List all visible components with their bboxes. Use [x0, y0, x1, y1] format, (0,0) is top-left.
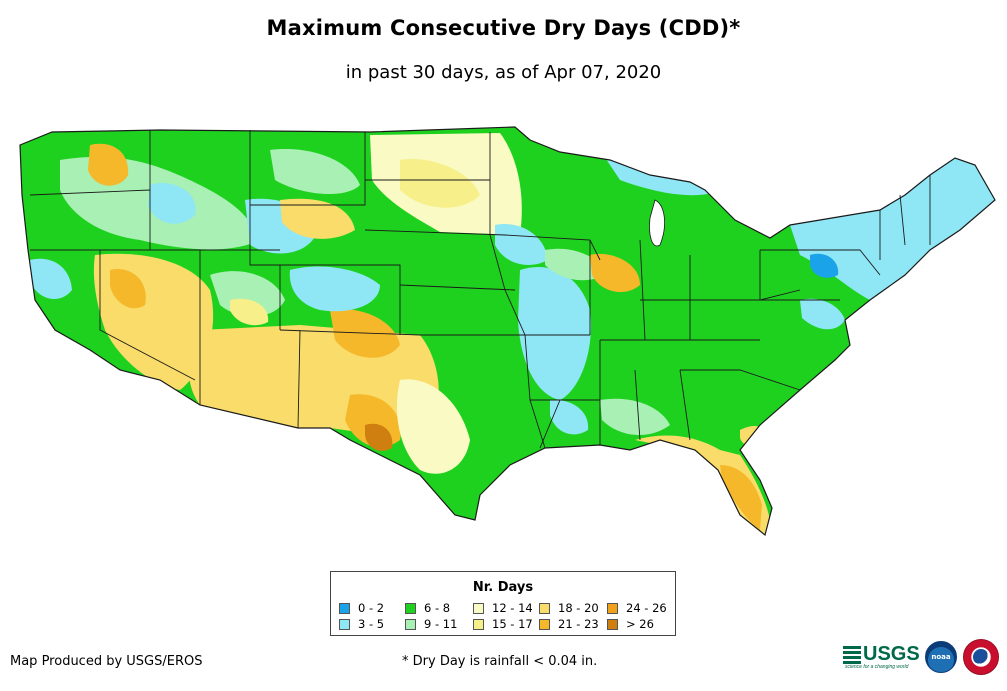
legend-label: 24 - 26 [626, 601, 667, 615]
region-nw-orange [88, 143, 129, 186]
border-midwest [504, 234, 646, 341]
border-central [489, 132, 546, 449]
region-iowa-cyan [495, 224, 548, 265]
region-wtx-darkorange [365, 423, 393, 451]
border-nw [29, 130, 280, 251]
region-idaho-cyan [148, 183, 196, 224]
legend-swatch [607, 619, 618, 630]
region-utah-yellow [230, 298, 269, 326]
legend-swatch [339, 619, 350, 630]
region-texas-cream [396, 379, 470, 474]
legend-swatch [607, 603, 618, 614]
map-title: Maximum Consecutive Dry Days (CDD)* [266, 16, 741, 40]
legend-swatch [539, 603, 550, 614]
legend-item: 0 - 2 [339, 602, 384, 615]
legend: Nr. Days 0 - 2 3 - 5 6 - 8 9 - 11 12 - 1… [330, 571, 676, 636]
border-newengland [899, 175, 931, 246]
region-gulf-gold [635, 435, 770, 535]
legend-item: 24 - 26 [607, 602, 667, 615]
region-nevada-orange [110, 269, 146, 309]
border-northeast [759, 210, 881, 301]
legend-swatch [405, 603, 416, 614]
region-va-cyan [800, 298, 845, 330]
legend-item: 15 - 17 [473, 618, 533, 631]
legend-item: 18 - 20 [539, 602, 599, 615]
border-south-central [525, 334, 601, 449]
border-plains [364, 179, 525, 336]
legend-swatch [539, 619, 550, 630]
map-credit: Map Produced by USGS/EROS [10, 654, 203, 669]
region-northeast-cyan [790, 158, 995, 300]
legend-swatch [339, 603, 350, 614]
legend-label: 15 - 17 [492, 617, 533, 631]
legend-label: 21 - 23 [558, 617, 599, 631]
region-montana-light [270, 149, 360, 195]
us-outline [19, 126, 996, 537]
noaa-logo: noaa [925, 641, 957, 673]
legend-swatch [473, 603, 484, 614]
legend-item: 3 - 5 [339, 618, 384, 631]
legend-label: 3 - 5 [358, 617, 385, 631]
border-southeast [634, 369, 801, 441]
legend-item: > 26 [607, 618, 654, 631]
legend-item: 21 - 23 [539, 618, 599, 631]
nws-emblem-icon [973, 649, 989, 665]
region-illinois-orange [590, 253, 640, 293]
region-florida-orange [720, 465, 762, 530]
border-four-corners [279, 264, 421, 429]
legend-label: 9 - 11 [424, 617, 458, 631]
region-mississippi-cyan [518, 266, 591, 400]
region-la-cyan [550, 399, 589, 435]
usgs-waves-icon [843, 645, 861, 664]
usgs-logo-text: USGS [863, 643, 920, 665]
usgs-logo: USGS science for a changing world [843, 643, 920, 670]
border-mountain [249, 130, 366, 330]
legend-label: 12 - 14 [492, 601, 533, 615]
legend-item: 6 - 8 [405, 602, 450, 615]
border-west [99, 250, 201, 405]
region-alabama-light [600, 398, 670, 436]
legend-label: > 26 [626, 617, 654, 631]
legend-swatch [473, 619, 484, 630]
legend-label: 18 - 20 [558, 601, 599, 615]
usgs-tagline: science for a changing world [845, 664, 909, 670]
legend-label: 0 - 2 [358, 601, 385, 615]
legend-label: 6 - 8 [424, 601, 451, 615]
nws-logo [963, 639, 999, 675]
region-colorado-cyan [289, 266, 380, 312]
region-pa-blue [810, 253, 839, 278]
dry-day-footnote: * Dry Day is rainfall < 0.04 in. [402, 654, 598, 669]
lake-michigan [649, 199, 665, 247]
legend-title: Nr. Days [472, 580, 534, 595]
noaa-logo-text: noaa [931, 653, 951, 661]
state-borders [29, 130, 931, 449]
region-wy-gold [280, 198, 355, 239]
region-ca-cyan [30, 258, 72, 300]
region-utah-light [210, 271, 285, 317]
legend-item: 9 - 11 [405, 618, 457, 631]
map-subtitle: in past 30 days, as of Apr 07, 2020 [345, 62, 662, 83]
region-dakota-yellow [400, 159, 480, 208]
legend-swatch [405, 619, 416, 630]
legend-item: 12 - 14 [473, 602, 533, 615]
